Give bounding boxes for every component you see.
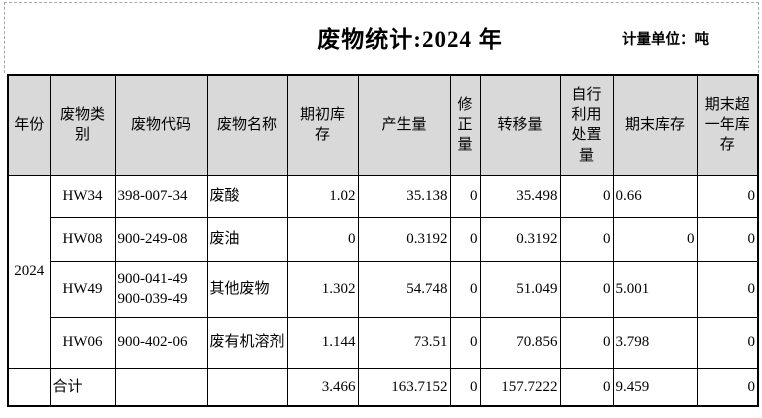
cell-code-empty[interactable] (114, 367, 208, 407)
page-title: 废物统计:2024 年 (317, 27, 503, 52)
waste-statistics-table: 年份 废物类 别 废物代码 废物名称 期初库 存 产生量 修 正 量 转移量 自… (7, 74, 759, 407)
col-header-closing-stock[interactable]: 期末库存 (612, 74, 698, 176)
col-header-correction[interactable]: 修 正 量 (449, 74, 481, 176)
year-cell-empty[interactable] (7, 367, 51, 407)
cell-closing-stock[interactable]: 3.798 (612, 316, 698, 369)
cell-opening-stock[interactable]: 1.02 (286, 174, 359, 218)
col-header-self-disposal[interactable]: 自行 利用 处置 量 (559, 74, 614, 176)
year-cell[interactable]: 2024 (7, 174, 51, 369)
col-header-year[interactable]: 年份 (7, 74, 51, 176)
cell-self-disposal[interactable]: 0 (559, 260, 614, 318)
total-row: 合计 3.466 163.7152 0 157.7222 0 9.459 0 (7, 367, 759, 407)
cell-transferred[interactable]: 51.049 (479, 260, 561, 318)
cell-waste-category[interactable]: HW49 (49, 260, 116, 318)
total-label-cell[interactable]: 合计 (49, 367, 116, 407)
cell-generated[interactable]: 73.51 (357, 316, 451, 369)
cell-waste-name[interactable]: 废酸 (206, 174, 288, 218)
cell-name-empty[interactable] (206, 367, 288, 407)
cell-closing-over-one-year[interactable]: 0 (696, 216, 759, 262)
cell-closing-stock[interactable]: 5.001 (612, 260, 698, 318)
cell-self-disposal[interactable]: 0 (559, 216, 614, 262)
cell-closing-over-one-year[interactable]: 0 (696, 367, 759, 407)
table-row: HW08 900-249-08 废油 0 0.3192 0 0.3192 0 0 0 (8, 216, 759, 262)
col-header-generated[interactable]: 产生量 (357, 74, 451, 176)
cell-self-disposal[interactable]: 0 (559, 174, 614, 218)
cell-closing-stock[interactable]: 0 (612, 216, 698, 262)
col-header-opening-stock[interactable]: 期初库 存 (286, 74, 359, 176)
col-header-transferred[interactable]: 转移量 (479, 74, 561, 176)
cell-generated[interactable]: 35.138 (357, 174, 451, 218)
cell-waste-category[interactable]: HW34 (49, 174, 116, 218)
cell-correction[interactable]: 0 (449, 316, 481, 369)
cell-closing-over-one-year[interactable]: 0 (696, 316, 759, 369)
table-row: 2024 HW34 398-007-34 废酸 1.02 35.138 0 35.498 0 0.… (7, 174, 759, 369)
table-row: HW06 900-402-06 废有机溶剂 1.144 73.51 0 70.856 0 3.7… (8, 316, 759, 369)
cell-waste-name[interactable]: 废油 (206, 216, 288, 262)
cell-generated[interactable]: 54.748 (357, 260, 451, 318)
cell-transferred[interactable]: 0.3192 (479, 216, 561, 262)
cell-correction[interactable]: 0 (449, 174, 481, 218)
col-header-waste-category[interactable]: 废物类 别 (49, 74, 116, 176)
cell-opening-stock[interactable]: 0 (286, 216, 359, 262)
col-header-closing-over-one-year[interactable]: 期末超 一年库 存 (696, 74, 759, 176)
cell-transferred[interactable]: 35.498 (479, 174, 561, 218)
cell-closing-stock[interactable]: 9.459 (612, 367, 698, 407)
cell-waste-name[interactable]: 其他废物 (206, 260, 288, 318)
cell-correction[interactable]: 0 (449, 260, 481, 318)
cell-closing-stock[interactable]: 0.66 (612, 174, 698, 218)
cell-correction[interactable]: 0 (449, 216, 481, 262)
cell-opening-stock[interactable]: 1.144 (286, 316, 359, 369)
cell-self-disposal[interactable]: 0 (559, 367, 614, 407)
cell-generated[interactable]: 0.3192 (357, 216, 451, 262)
header-row: 年份 废物类 别 废物代码 废物名称 期初库 存 产生量 修 正 量 转移量 自… (7, 74, 759, 176)
cell-self-disposal[interactable]: 0 (559, 316, 614, 369)
col-header-waste-name[interactable]: 废物名称 (206, 74, 288, 176)
cell-waste-code[interactable]: 900-041-49 900-039-49 (114, 260, 208, 318)
table-row: HW49 900-041-49 900-039-49 其他废物 1.302 54.748… (8, 260, 759, 318)
cell-generated[interactable]: 163.7152 (357, 367, 451, 407)
cell-transferred[interactable]: 157.7222 (479, 367, 561, 407)
cell-waste-code[interactable]: 900-402-06 (114, 316, 208, 369)
table-body: 2024 HW34 398-007-34 废酸 1.02 35.138 0 35.498 0 0.… (7, 174, 759, 407)
unit-label: 计量单位：吨 (622, 32, 709, 48)
cell-waste-name[interactable]: 废有机溶剂 (206, 316, 288, 369)
cell-waste-code[interactable]: 900-249-08 (114, 216, 208, 262)
cell-closing-over-one-year[interactable]: 0 (696, 174, 759, 218)
cell-opening-stock[interactable]: 1.302 (286, 260, 359, 318)
col-header-waste-code[interactable]: 废物代码 (114, 74, 208, 176)
cell-waste-category[interactable]: HW06 (49, 316, 116, 369)
cell-correction[interactable]: 0 (449, 367, 481, 407)
cell-waste-category[interactable]: HW08 (49, 216, 116, 262)
cell-opening-stock[interactable]: 3.466 (286, 367, 359, 407)
cell-transferred[interactable]: 70.856 (479, 316, 561, 369)
cell-closing-over-one-year[interactable]: 0 (696, 260, 759, 318)
cell-waste-code[interactable]: 398-007-34 (114, 174, 208, 218)
